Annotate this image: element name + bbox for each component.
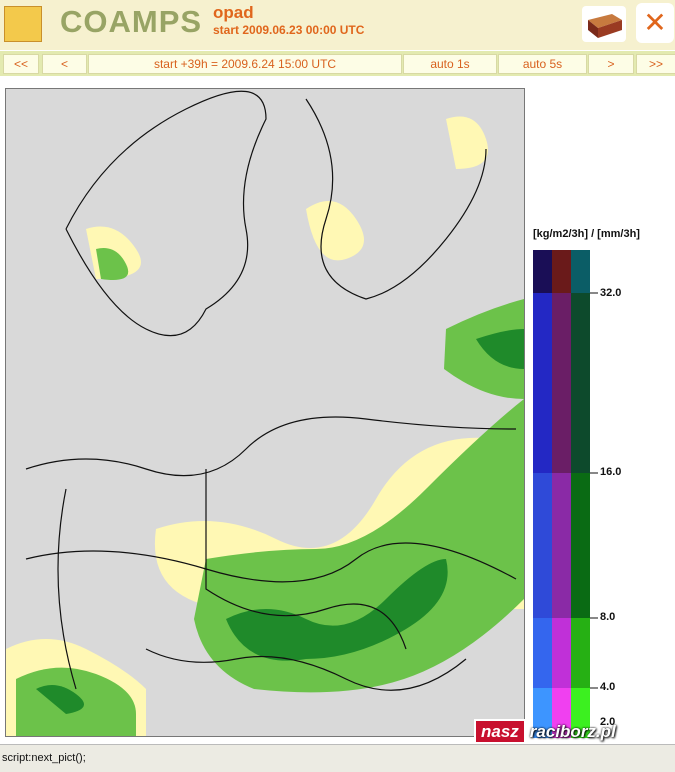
nav-button[interactable]: > [588, 54, 634, 74]
legend-title: [kg/m2/3h] / [mm/3h] [533, 228, 640, 240]
borders [25, 90, 517, 691]
status-bar: script:next_pict(); [0, 744, 675, 772]
scale-label: 32.0 [600, 287, 622, 299]
scale-label: 4.0 [600, 681, 616, 693]
save-icon[interactable] [582, 6, 626, 42]
nav-button[interactable]: start +39h = 2009.6.24 15:00 UTC [88, 54, 402, 74]
nav-button[interactable]: auto 5s [498, 54, 587, 74]
product-name: opad [213, 3, 254, 22]
nav-button[interactable]: >> [636, 54, 675, 74]
watermark: nasz raciborz.pl [474, 719, 616, 744]
nav-button[interactable]: < [42, 54, 87, 74]
scale-label: 16.0 [600, 466, 622, 478]
color-scale [533, 250, 598, 738]
scale-col-2 [552, 250, 571, 738]
logo[interactable] [4, 6, 42, 42]
close-button[interactable]: ✕ [636, 3, 674, 43]
scale-label: 2.0 [600, 716, 616, 728]
start-time: start 2009.06.23 00:00 UTC [213, 23, 365, 37]
scale-label: 8.0 [600, 611, 616, 623]
heavy-rain [36, 329, 524, 714]
scale-col-3 [571, 250, 590, 738]
nav-bar: << < start +39h = 2009.6.24 15:00 UTC auto … [0, 51, 675, 76]
watermark-badge: nasz [474, 719, 526, 744]
watermark-site: raciborz.pl [529, 722, 616, 741]
status-text: script:next_pict(); [2, 752, 86, 764]
scale-ticks [590, 292, 598, 689]
app-title: COAMPS [60, 4, 203, 39]
nav-button[interactable]: auto 1s [403, 54, 497, 74]
precip-map [5, 88, 525, 737]
nav-button[interactable]: << [3, 54, 39, 74]
header: COAMPS opad start 2009.06.23 00:00 UTC ✕ [0, 0, 675, 50]
scale-col-1 [533, 250, 552, 738]
